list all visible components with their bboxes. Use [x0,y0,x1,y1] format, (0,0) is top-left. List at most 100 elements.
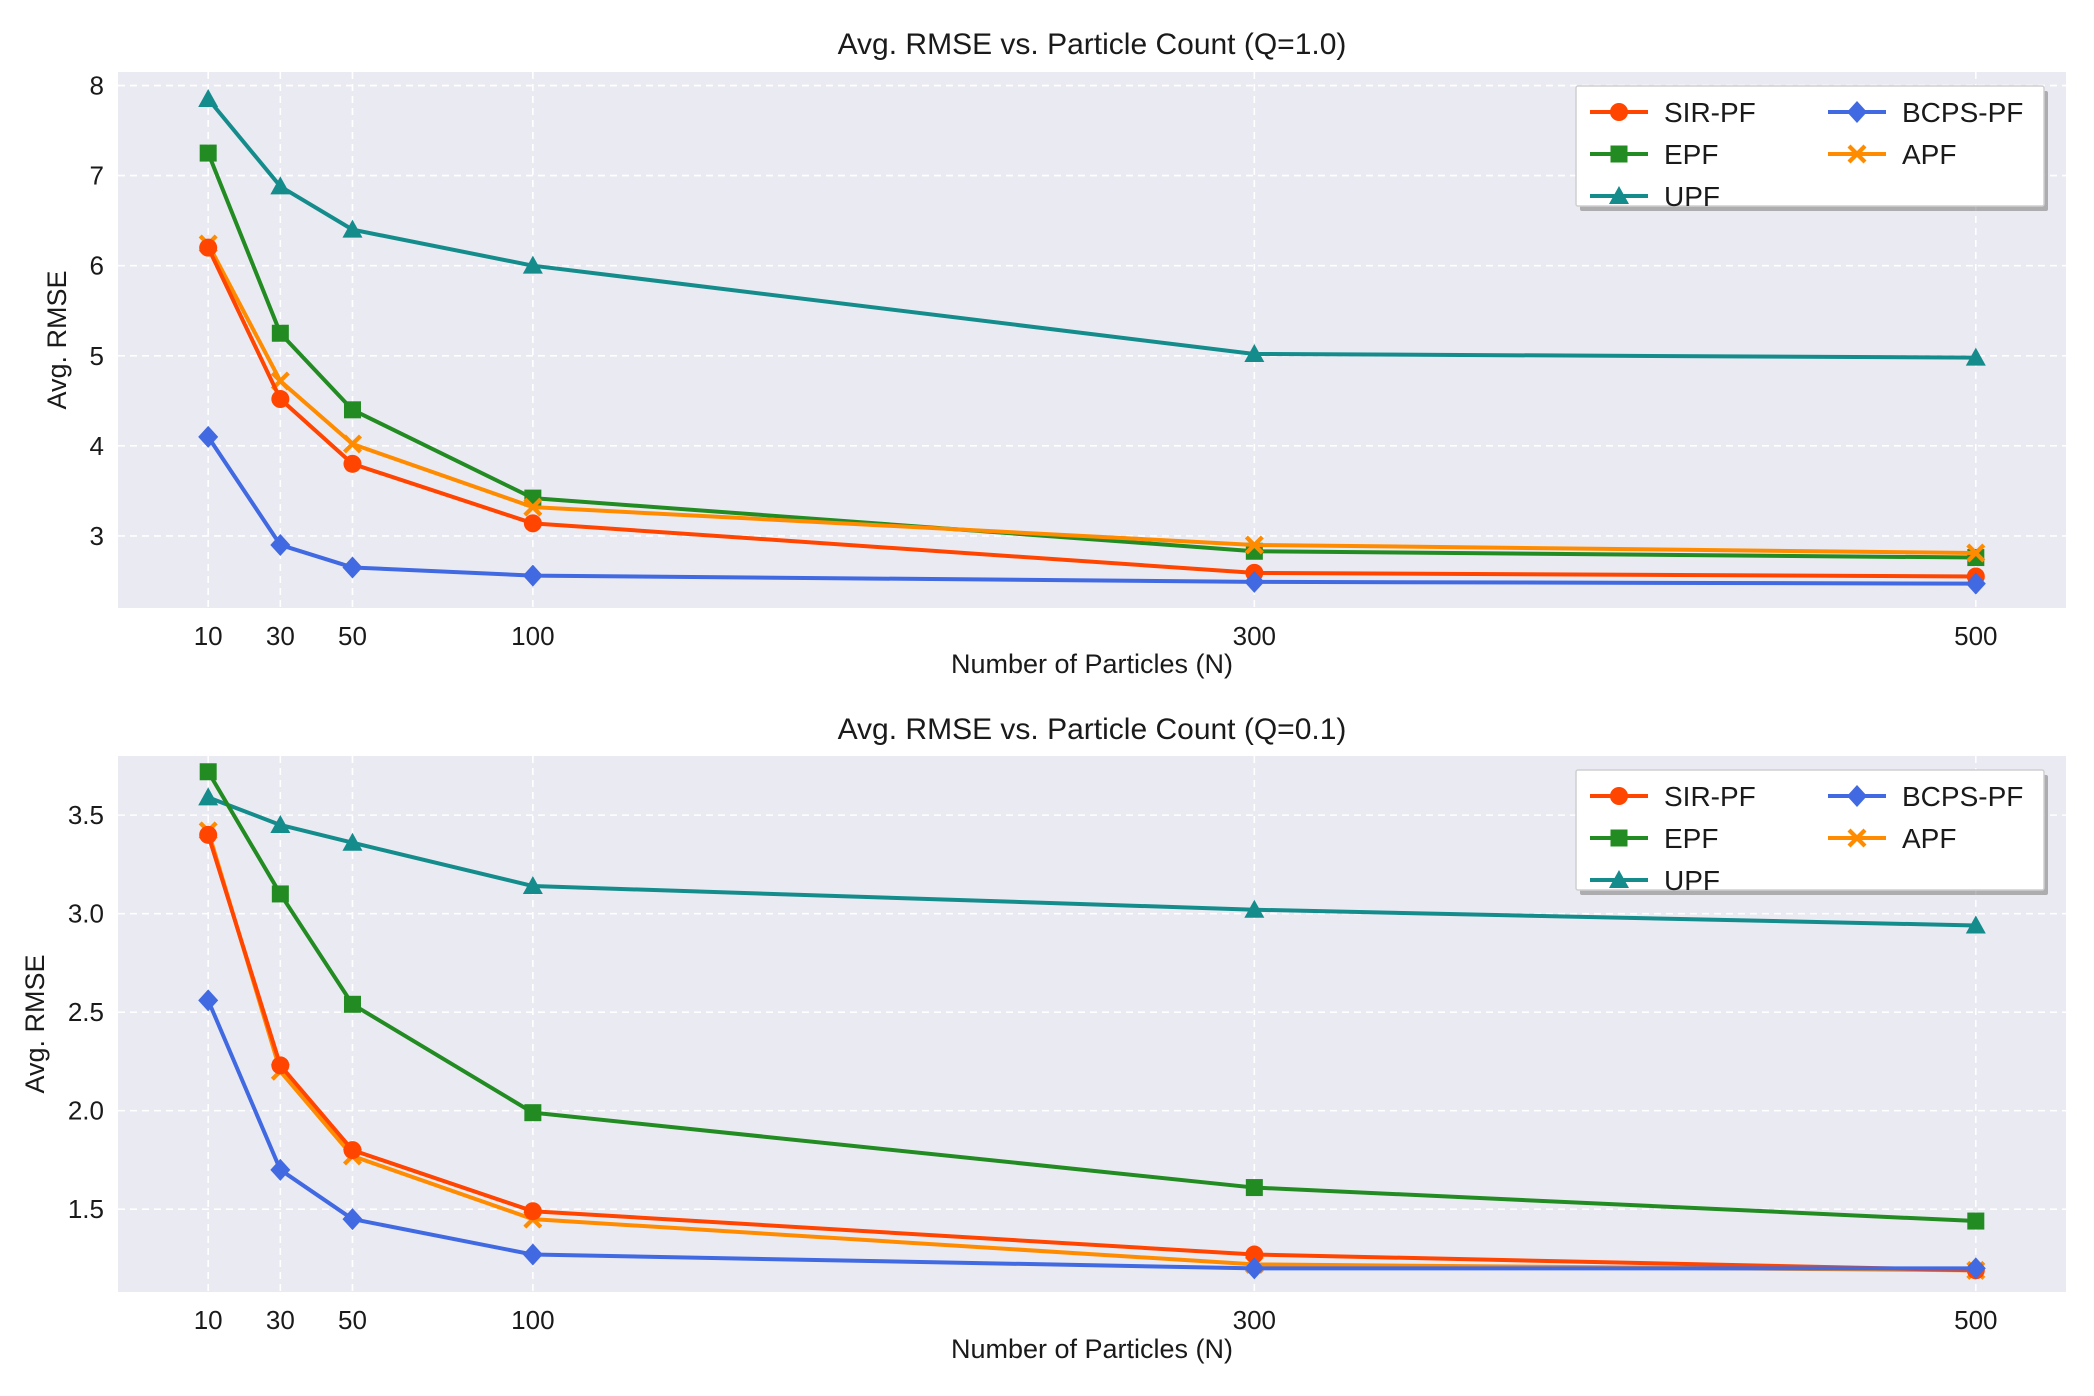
x-tick-label: 10 [194,621,223,651]
legend-label: BCPS-PF [1902,781,2023,812]
data-point [342,556,363,579]
series-apf [198,234,1986,563]
data-point [342,219,363,238]
chart-panel-2: 10 30 50 100 300 500 1.5 2.0 2.5 3.0 3.5 Avg. RMSE … [20,713,2066,1364]
legend-marker [1847,101,1867,123]
legend-entry-bcps-pf: BCPS-PF [1828,97,2023,128]
legend-entry-sir-pf: SIR-PF [1590,97,1756,128]
data-point [523,497,543,517]
data-point [198,425,219,448]
y-tick-label: 3.5 [68,800,104,830]
series-sir-pf [199,825,1985,1280]
legend-marker [1610,103,1628,121]
data-point [1966,543,1986,563]
legend-marker [1609,186,1629,204]
data-point [199,763,217,781]
data-point [343,1141,362,1160]
data-point [524,1104,542,1122]
y-tick-label: 3 [90,521,104,551]
series-line [207,795,1976,928]
legend-marker [1847,144,1867,164]
data-point [522,876,543,895]
series-line [206,834,1976,1273]
data-point [1244,343,1265,362]
legend-box [1575,769,2045,891]
series-upf [198,787,1986,934]
legend-marker [1610,145,1628,163]
legend-label: UPF [1664,865,1720,896]
chart-title: Avg. RMSE vs. Particle Count (Q=1.0) [838,28,1347,61]
series-line [206,97,1976,360]
legend-label: EPF [1664,139,1718,170]
series-line [206,246,1976,579]
legend-label: SIR-PF [1664,781,1756,812]
series-bcps-pf [198,989,1986,1280]
y-tick-label: 6 [90,251,104,281]
data-point [1244,570,1265,593]
legend-entry-upf: UPF [1590,181,1720,212]
series-bcps-pf [198,425,1986,595]
data-point [199,144,217,162]
x-tick-label: 50 [338,621,367,651]
legend-entry-apf: APF [1828,139,1956,170]
x-tick-label: 500 [1954,621,1997,651]
data-point [1965,347,1986,366]
data-point [342,832,363,851]
legend-marker [1847,828,1867,848]
legend-entry-epf: EPF [1590,823,1718,854]
data-point [1244,899,1265,918]
data-point [1245,1179,1263,1197]
y-axis-label: Avg. RMSE [42,270,72,409]
data-point [1965,915,1986,934]
y-tick-label: 2.0 [68,1096,104,1126]
data-point [1967,1212,1985,1230]
y-tick-label: 3.0 [68,899,104,929]
data-point [198,787,219,806]
legend-label: UPF [1664,181,1720,212]
data-point [522,564,543,587]
series-sir-pf [199,238,1985,586]
data-point [343,995,361,1013]
legend-label: EPF [1664,823,1718,854]
x-tick-label: 30 [266,621,295,651]
data-point [199,238,218,257]
legend-entry-apf: APF [1828,823,1956,854]
legend-entry-bcps-pf: BCPS-PF [1828,781,2023,812]
data-point [270,176,291,195]
data-point [198,989,219,1012]
legend-label: SIR-PF [1664,97,1756,128]
data-point [342,1208,363,1231]
data-point [270,1158,291,1181]
x-tick-label: 300 [1233,1305,1276,1335]
y-tick-label: 2.5 [68,997,104,1027]
data-point [270,533,291,556]
legend-label: APF [1902,823,1956,854]
legend-marker [1610,829,1628,847]
data-point [198,89,219,108]
data-point [271,1056,290,1075]
legend-entry-epf: EPF [1590,139,1718,170]
x-tick-label: 300 [1233,621,1276,651]
data-point [522,1243,543,1266]
series-line [206,770,1976,1224]
series-line [206,999,1976,1271]
legend-label: BCPS-PF [1902,97,2023,128]
series-line [206,435,1976,586]
series-epf [199,763,1985,1230]
legend-marker [1609,870,1629,888]
x-axis-label: Number of Particles (N) [951,649,1233,679]
data-point [1245,1245,1264,1264]
data-point [271,390,290,409]
data-point [1965,1257,1986,1280]
y-tick-label: 1.5 [68,1194,104,1224]
data-point [199,825,218,844]
y-tick-label: 4 [90,431,104,461]
legend-entry-upf: UPF [1590,865,1720,896]
series-line [206,152,1976,560]
legend-box [1575,85,2045,207]
data-point [1244,535,1264,555]
legend-marker [1610,787,1628,805]
x-tick-label: 100 [511,621,554,651]
data-point [271,324,289,342]
